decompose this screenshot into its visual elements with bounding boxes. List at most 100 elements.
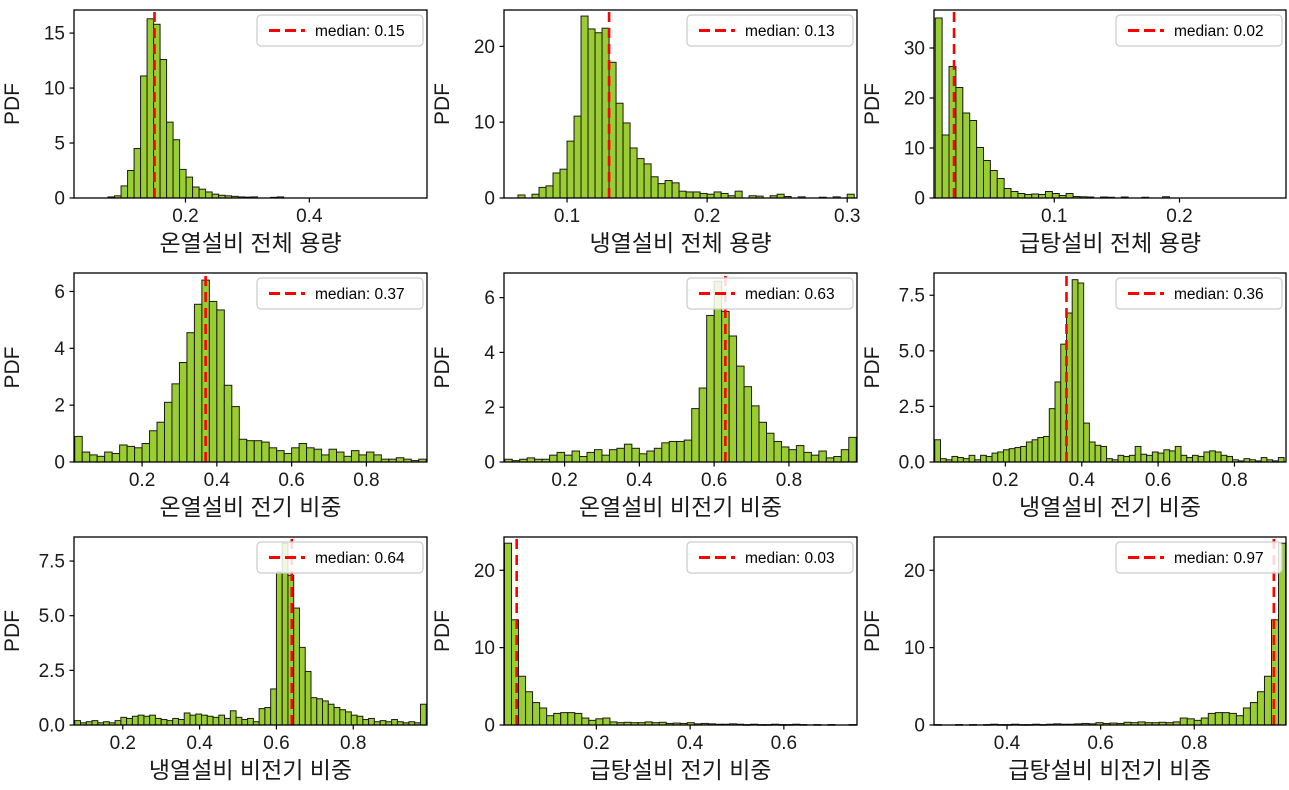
histogram-bar (546, 715, 555, 726)
y-tick-label: 0.0 (899, 453, 925, 474)
histogram-bar (996, 178, 1005, 199)
histogram-bar (192, 186, 200, 199)
histogram-bar (1083, 422, 1090, 463)
histogram-bar (1214, 451, 1222, 463)
y-tick-label: 0 (54, 453, 65, 474)
histogram-bar (676, 440, 685, 463)
histogram-bar (560, 712, 569, 726)
histogram-bar (316, 698, 324, 726)
y-tick-label: 15 (44, 24, 65, 45)
histogram-bar (538, 186, 547, 199)
histogram-bar (261, 441, 270, 463)
histogram-svg-9: 0.4 0.6 0.8 0 10 20 급탕설비 비전기 비중 PDF median: 0.97 (860, 527, 1289, 790)
histogram-bar (549, 454, 558, 463)
legend-label: median: 0.13 (745, 23, 835, 40)
x-tick-label: 0.4 (1069, 470, 1096, 491)
histogram-bar (246, 440, 255, 463)
histogram-bar (646, 450, 655, 463)
histogram-bar (198, 188, 207, 199)
histogram-svg-5: 0.2 0.4 0.6 0.8 0 2 4 6 온열설비 비전기 비중 PDF median: 0.… (430, 263, 860, 527)
histogram-bar (1214, 712, 1223, 726)
histogram-bar (553, 712, 562, 726)
x-tick-label: 0.1 (1041, 206, 1067, 227)
histogram-bar (223, 384, 233, 463)
histogram-bar (146, 18, 155, 199)
histogram-bar (212, 716, 220, 726)
histogram-bar (848, 436, 857, 463)
histogram-bar (166, 720, 174, 726)
histogram-bar (664, 180, 673, 199)
histogram-bar (1221, 712, 1230, 726)
x-tick-label: 0.2 (172, 206, 198, 227)
y-tick-label: 7.5 (39, 552, 65, 573)
histogram-bar (1071, 279, 1079, 463)
histogram-bar (728, 335, 738, 463)
histogram-bar (104, 451, 113, 463)
histogram-bar (976, 147, 984, 199)
axes-frame (73, 9, 428, 199)
y-tick-label: 6 (484, 288, 495, 309)
histogram-bar (1088, 441, 1096, 463)
histogram-bar (982, 160, 991, 199)
histogram-bar (264, 707, 272, 726)
histogram-panel-1: 0.2 0.4 0 5 10 15 온열설비 전체 용량 PDF median: 0.15 (0, 0, 430, 263)
x-tick-label: 0.8 (1221, 470, 1247, 491)
axes-frame (503, 9, 858, 199)
histogram-bar (743, 386, 753, 463)
histogram-bar (81, 451, 91, 463)
histogram-bar (159, 58, 168, 199)
histogram-bar (206, 715, 214, 726)
histogram-bar (96, 455, 106, 463)
histogram-bar (1020, 445, 1027, 463)
histogram-bar (216, 309, 225, 463)
y-axis-label: PDF (431, 347, 454, 389)
histogram-bar (657, 183, 666, 199)
histogram-bar (552, 172, 561, 199)
histogram-bar (1146, 454, 1153, 463)
histogram-svg-7: 0.2 0.4 0.6 0.8 0.0 2.5 5.0 7.5 냉열설비 비전기 비중 PDF me… (0, 527, 430, 790)
histogram-bar (573, 115, 582, 199)
histogram-bar (327, 703, 335, 726)
histogram-bar (989, 170, 998, 199)
histogram-bar (186, 332, 195, 463)
histogram-bar (706, 314, 715, 463)
histogram-bar (1044, 191, 1053, 199)
legend-box (686, 277, 854, 310)
histogram-bar (1197, 455, 1205, 463)
y-tick-label: 4 (484, 343, 495, 364)
y-tick-label: 0 (484, 716, 495, 737)
histogram-bar (1235, 715, 1244, 726)
histogram-bar (1134, 445, 1142, 463)
legend-box (686, 14, 854, 47)
histogram-bar (336, 451, 345, 463)
histogram-bar (143, 715, 151, 726)
histogram-bar (1220, 454, 1228, 463)
y-tick-label: 20 (474, 561, 495, 582)
histogram-bar (810, 454, 820, 463)
histogram-bar (224, 717, 231, 726)
histogram-bar (758, 421, 768, 463)
histogram-bar (638, 453, 648, 463)
histogram-bar (131, 715, 139, 726)
x-tick-label: 0.6 (1087, 733, 1113, 754)
histogram-bar (615, 102, 624, 199)
x-tick-label: 0.4 (626, 470, 653, 491)
histogram-panel-5: 0.2 0.4 0.6 0.8 0 2 4 6 온열설비 비전기 비중 PDF median: 0.… (430, 263, 860, 527)
histogram-bar (934, 439, 941, 463)
x-axis-label: 급탕설비 비전기 비중 (1008, 757, 1211, 783)
histogram-bar (419, 703, 427, 726)
histogram-bar (650, 176, 659, 199)
histogram-bar (713, 191, 722, 199)
y-axis-label: PDF (431, 83, 454, 125)
histogram-bar (556, 451, 566, 463)
histogram-bar (185, 176, 194, 199)
histogram-bar (1242, 707, 1251, 726)
histogram-bar (339, 709, 347, 726)
histogram-bar (1249, 702, 1258, 726)
histogram-bar (795, 445, 805, 463)
histogram-bar (691, 408, 700, 463)
histogram-bar (1263, 675, 1272, 726)
histogram-panel-2: 0.1 0.2 0.3 0 10 20 냉열설비 전체 용량 PDF median: 0.13 (430, 0, 860, 263)
histogram-bar (525, 691, 534, 726)
histogram-bar (1051, 193, 1060, 199)
